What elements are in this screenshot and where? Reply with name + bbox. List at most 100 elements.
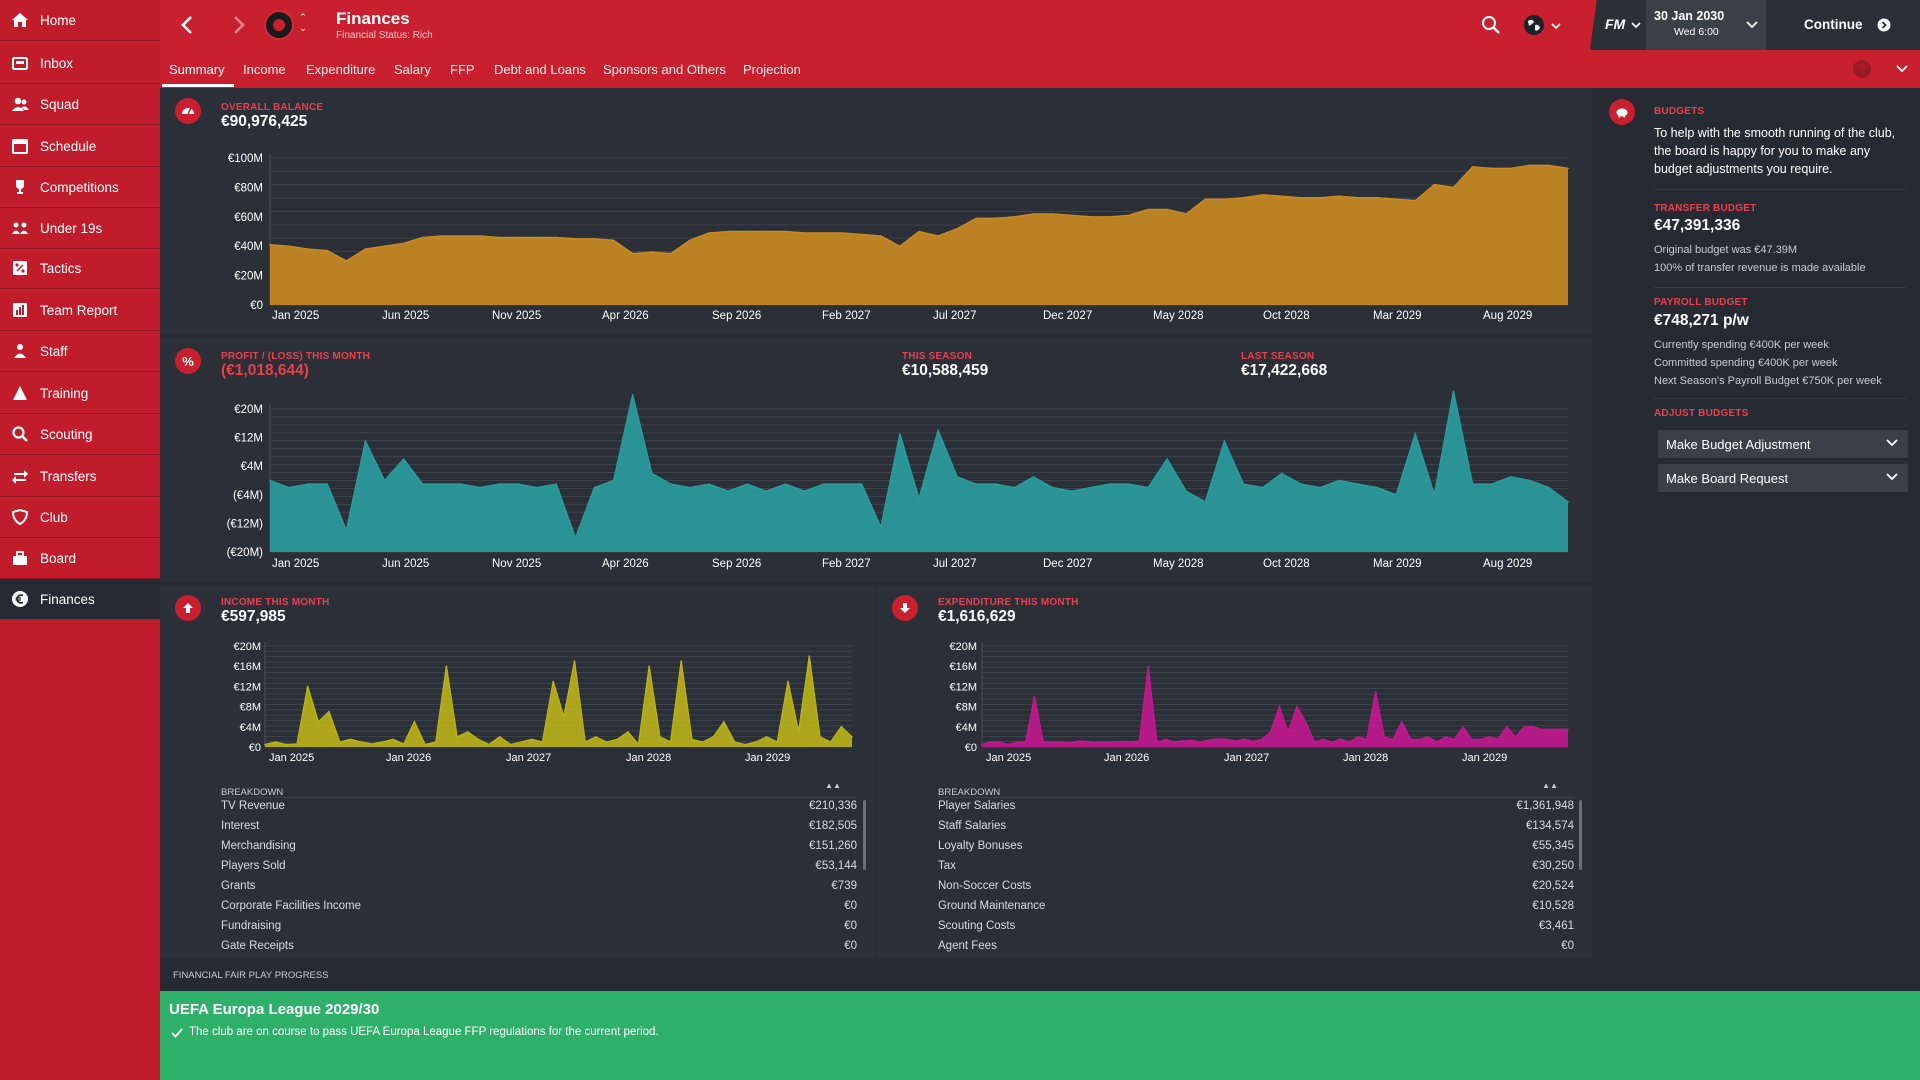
sidebar: Home Inbox Squad Schedule Competitions Under … <box>0 0 160 1080</box>
expenditure-data-point <box>1234 740 1237 742</box>
collapse-icon[interactable]: ▲▲ <box>1542 781 1558 790</box>
breakdown-name: Fundraising <box>221 920 282 932</box>
sidebar-item-home[interactable]: Home <box>0 0 160 40</box>
income-data-point <box>584 741 586 743</box>
sidebar-item-club[interactable]: Club <box>0 497 160 537</box>
income-data-point <box>392 738 394 741</box>
breakdown-row[interactable]: Players Sold €53,144 <box>221 860 857 880</box>
balance-y-tick-label: €20M <box>234 271 263 283</box>
breakdown-row[interactable]: Tax €30,250 <box>938 860 1574 880</box>
breakdown-row[interactable]: Scouting Costs €3,461 <box>938 920 1574 940</box>
expenditure-data-point <box>1059 741 1062 743</box>
sidebar-item-squad[interactable]: Squad <box>0 84 160 124</box>
income-data-point <box>819 736 821 738</box>
club-crest[interactable] <box>264 10 294 40</box>
sidebar-item-label: Home <box>40 12 77 28</box>
expenditure-data-point <box>1129 741 1132 743</box>
sidebar-divider <box>0 207 160 208</box>
balance-data-point <box>1490 167 1493 170</box>
tab-income[interactable]: Income <box>243 62 286 77</box>
club-switch-arrows[interactable]: ⌃ ⌄ <box>299 12 307 33</box>
expenditure-x-tick-label: Jan 2025 <box>986 752 1031 764</box>
sidebar-item-team-report[interactable]: Team Report <box>0 290 160 330</box>
income-data-point <box>349 738 352 741</box>
breakdown-row[interactable]: Merchandising €151,260 <box>221 840 857 860</box>
piggy-bank-icon <box>1609 99 1635 125</box>
breakdown-value: €55,345 <box>1532 840 1574 852</box>
sidebar-item-schedule[interactable]: Schedule <box>0 126 160 166</box>
sidebar-item-scouting[interactable]: Scouting <box>0 414 160 454</box>
breakdown-name: Grants <box>221 880 256 892</box>
make-board-request-dropdown[interactable]: Make Board Request <box>1658 464 1908 492</box>
collapse-icon[interactable]: ▲▲ <box>825 781 841 790</box>
sidebar-item-finances[interactable]: Finances <box>0 579 160 619</box>
sidebar-item-board[interactable]: Board <box>0 538 160 578</box>
profit-data-point <box>956 476 958 478</box>
breakdown-row[interactable]: Gate Receipts €0 <box>221 940 857 960</box>
sidebar-item-transfers[interactable]: Transfers <box>0 456 160 496</box>
chevron-down-icon[interactable] <box>1896 65 1908 73</box>
expenditure-data-point <box>1322 738 1324 741</box>
breakdown-row[interactable]: Staff Salaries €134,574 <box>938 820 1574 840</box>
income-data-point <box>552 680 554 683</box>
breakdown-row[interactable]: Fundraising €0 <box>221 920 857 940</box>
profit-x-tick-label: Apr 2026 <box>602 558 649 570</box>
budgets-panel: BUDGETS To help with the smooth running … <box>1594 88 1920 961</box>
profit-data-point <box>288 486 290 489</box>
profit-data-point <box>460 483 462 485</box>
profit-loss-label: PROFIT / (LOSS) THIS MONTH <box>221 351 371 362</box>
profit-data-point <box>880 526 882 528</box>
breakdown-row[interactable]: Non-Soccer Costs €20,524 <box>938 880 1574 900</box>
breakdown-row[interactable]: Loyalty Bonuses €55,345 <box>938 840 1574 860</box>
profit-x-tick-label: Dec 2027 <box>1043 558 1092 570</box>
date-display[interactable]: 30 Jan 2030 Wed 6:00 <box>1646 0 1766 50</box>
search-button[interactable] <box>1481 15 1501 35</box>
profit-data-point <box>593 486 596 489</box>
breakdown-row[interactable]: Ground Maintenance €10,528 <box>938 900 1574 920</box>
balance-data-point <box>1433 183 1436 186</box>
income-value: €597,985 <box>221 608 286 625</box>
breakdown-row[interactable]: Grants €739 <box>221 880 857 900</box>
fm-menu[interactable]: FM <box>1590 0 1646 50</box>
breakdown-row[interactable]: Interest €182,505 <box>221 820 857 840</box>
last-season-label: LAST SEASON <box>1241 351 1315 362</box>
tab-sponsors-and-others[interactable]: Sponsors and Others <box>603 62 726 77</box>
balance-data-point <box>1376 196 1378 199</box>
breakdown-row[interactable]: TV Revenue €210,336 <box>221 800 857 820</box>
forward-button[interactable] <box>228 14 248 36</box>
breakdown-name: Non-Soccer Costs <box>938 880 1032 892</box>
sidebar-item-tactics[interactable]: Tactics <box>0 248 160 288</box>
tab-projection[interactable]: Projection <box>743 62 801 77</box>
expenditure-scrollbar[interactable] <box>1579 800 1582 870</box>
tab-expenditure[interactable]: Expenditure <box>306 62 376 77</box>
balance-data-point <box>994 217 997 220</box>
sidebar-item-staff[interactable]: Staff <box>0 331 160 371</box>
income-scrollbar[interactable] <box>863 800 866 870</box>
profit-data-point <box>860 483 863 485</box>
tab-salary[interactable]: Salary <box>394 62 431 77</box>
breakdown-row[interactable]: Corporate Facilities Income €0 <box>221 900 857 920</box>
profit-data-point <box>402 458 405 460</box>
breakdown-name: Ground Maintenance <box>938 900 1046 912</box>
breakdown-row[interactable]: Player Salaries €1,361,948 <box>938 800 1574 820</box>
world-button[interactable] <box>1522 13 1562 37</box>
profit-x-tick-label: Nov 2025 <box>492 558 541 570</box>
sidebar-divider <box>0 578 160 579</box>
help-button[interactable]: ? <box>1853 60 1871 78</box>
sidebar-item-competitions[interactable]: Competitions <box>0 167 160 207</box>
balance-data-point <box>765 230 768 233</box>
tab-ffp[interactable]: FFP <box>450 62 475 77</box>
globe-icon <box>1524 15 1544 35</box>
breakdown-row[interactable]: Agent Fees €0 <box>938 940 1574 960</box>
income-panel: INCOME THIS MONTH €597,985 BREAKDOWN ▲▲ … <box>160 585 876 959</box>
sidebar-item-inbox[interactable]: Inbox <box>0 43 160 83</box>
income-data-point <box>723 721 725 723</box>
sidebar-item-under-19s[interactable]: Under 19s <box>0 208 160 248</box>
tab-summary[interactable]: Summary <box>169 62 225 77</box>
make-budget-adjustment-dropdown[interactable]: Make Budget Adjustment <box>1658 430 1908 458</box>
tab-debt-and-loans[interactable]: Debt and Loans <box>494 62 586 77</box>
back-button[interactable] <box>178 14 198 36</box>
balance-data-point <box>727 230 729 233</box>
sidebar-item-training[interactable]: Training <box>0 373 160 413</box>
continue-button[interactable]: Continue <box>1766 0 1920 50</box>
